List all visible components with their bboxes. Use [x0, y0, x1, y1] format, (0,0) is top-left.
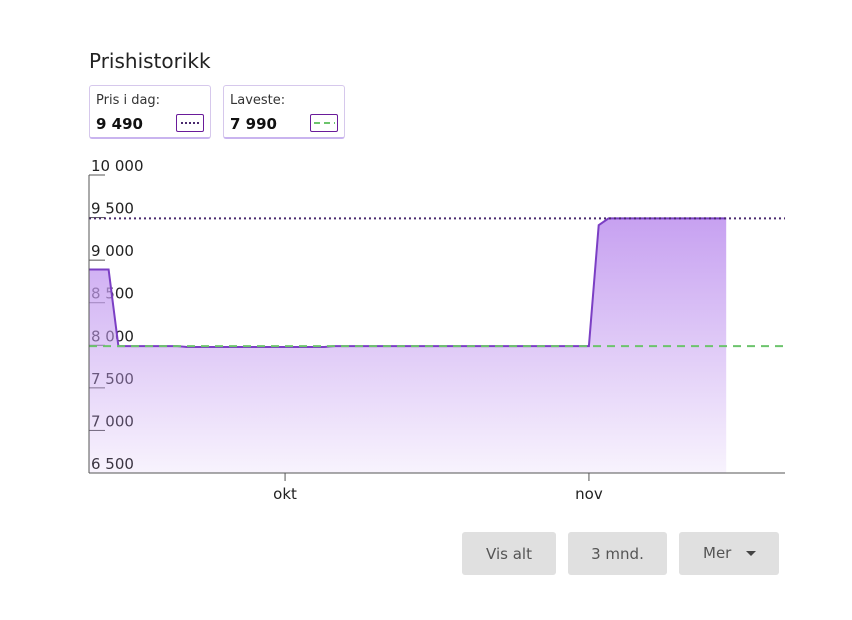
chart-title: Prishistorikk — [89, 49, 211, 73]
show-all-button[interactable]: Vis alt — [462, 532, 556, 575]
y-tick-label: 9 500 — [91, 200, 134, 218]
more-button-label: Mer — [703, 544, 732, 562]
y-tick-label: 9 000 — [91, 242, 134, 260]
price-area — [89, 218, 727, 473]
lowest-price-box: Laveste: 7 990 — [223, 85, 345, 139]
price-line — [89, 217, 727, 348]
dotted-line-legend-icon — [176, 114, 204, 132]
dashed-line-legend-icon — [310, 114, 338, 132]
current-price-box: Pris i dag: 9 490 — [89, 85, 211, 139]
current-price-value: 9 490 — [96, 115, 143, 133]
caret-down-icon — [746, 551, 756, 556]
lowest-price-value: 7 990 — [230, 115, 277, 133]
y-tick-label: 10 000 — [91, 157, 144, 175]
x-tick-label: nov — [575, 485, 603, 503]
current-price-label: Pris i dag: — [96, 93, 161, 108]
x-tick-label: okt — [273, 485, 297, 503]
more-dropdown-button[interactable]: Mer — [679, 532, 779, 575]
three-months-button[interactable]: 3 mnd. — [568, 532, 667, 575]
lowest-price-label: Laveste: — [230, 93, 286, 108]
